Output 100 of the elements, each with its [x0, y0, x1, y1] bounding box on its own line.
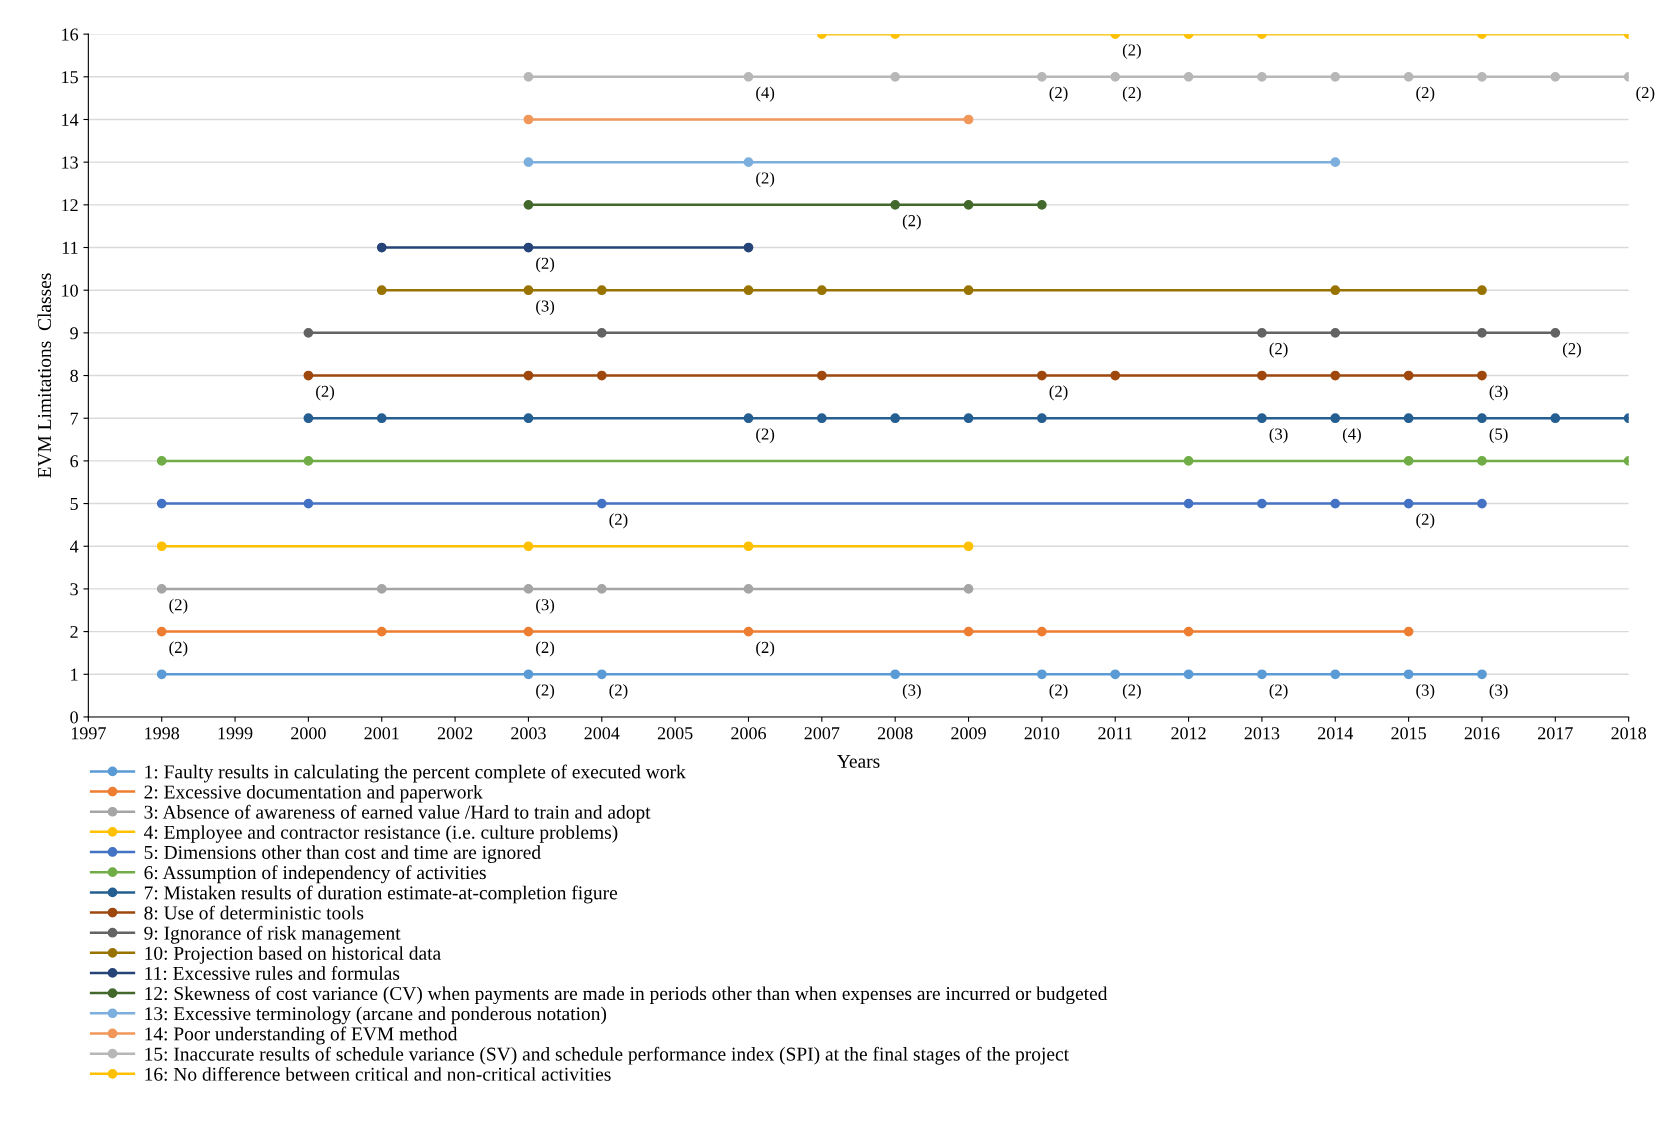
point	[1330, 669, 1341, 680]
point	[1550, 328, 1561, 338]
point	[303, 328, 314, 338]
x-tick-label: 1997	[71, 727, 106, 740]
legend-label: 11: Excessive rules and formulas	[145, 966, 400, 981]
x-tick-label: 2009	[951, 727, 986, 740]
point	[1330, 157, 1341, 168]
point	[1037, 626, 1047, 637]
point	[1257, 669, 1267, 680]
point	[1477, 370, 1487, 381]
annotation: (2)	[756, 641, 775, 657]
x-tick-label: 2018	[1611, 727, 1647, 740]
annotation: (2)	[1269, 342, 1288, 358]
point	[743, 413, 754, 424]
annotation: (3)	[1489, 683, 1508, 700]
point	[1477, 328, 1487, 338]
legend-label: 13: Excessive terminology (arcane and ponderous notation)	[145, 1006, 607, 1025]
point	[743, 157, 754, 168]
point	[743, 541, 754, 552]
point	[963, 114, 974, 125]
point	[523, 199, 534, 210]
x-tick-label: 2008	[877, 727, 913, 740]
point	[376, 626, 387, 637]
legend-label: 4: Employee and contractor resistance (i.e. culture problems)	[144, 825, 618, 843]
y-tick-label: 12	[62, 199, 78, 212]
point	[523, 242, 534, 253]
x-tick-label: 2012	[1171, 727, 1206, 740]
legend-label: 6: Assumption of independency of activities	[144, 865, 486, 884]
annotation: (3)	[536, 299, 555, 316]
legend-label: 14: Poor understanding of EVM method	[145, 1026, 458, 1045]
y-tick-label: 1	[71, 668, 78, 681]
annotation: (2)	[1122, 43, 1141, 59]
annotation: (2)	[536, 683, 555, 700]
point	[1403, 498, 1414, 509]
legend-label: 16: No difference between critical and non-critical activities	[145, 1066, 611, 1081]
point	[1257, 71, 1267, 82]
annotation: (2)	[1049, 683, 1068, 700]
legend-label: 3: Absence of awareness of earned value /Hard to train and adopt	[144, 804, 651, 823]
annotation: (4)	[1342, 427, 1361, 444]
annotation: (2)	[536, 257, 555, 273]
point	[303, 413, 314, 424]
y-tick-label: 14	[62, 113, 79, 126]
x-tick-label: 2000	[291, 727, 326, 740]
point	[1330, 328, 1341, 338]
point	[890, 413, 901, 424]
y-axis-title: EVM Limitations Classes	[37, 273, 52, 478]
point	[1477, 71, 1487, 82]
point	[1403, 669, 1414, 680]
point	[523, 669, 534, 680]
point	[156, 541, 167, 552]
point	[596, 584, 607, 594]
annotation: (2)	[1049, 86, 1068, 102]
x-tick-label: 1999	[218, 727, 253, 740]
annotation: (2)	[756, 171, 775, 187]
y-tick-label: 2	[70, 625, 78, 638]
point	[376, 413, 387, 424]
x-tick-label: 2004	[584, 727, 620, 740]
annotation: (3)	[1416, 683, 1435, 700]
point	[1257, 413, 1267, 424]
point	[1257, 498, 1267, 509]
point	[596, 285, 607, 296]
point	[1330, 71, 1341, 82]
x-tick-label: 2015	[1391, 727, 1426, 740]
point	[1110, 669, 1121, 680]
annotation: (2)	[1416, 513, 1435, 529]
point	[1403, 71, 1414, 82]
point	[523, 71, 534, 82]
point	[890, 199, 901, 210]
point	[596, 498, 607, 509]
point	[1110, 71, 1121, 82]
point	[1330, 285, 1341, 296]
point	[1477, 498, 1487, 509]
x-tick-label: 2003	[511, 727, 546, 740]
point	[303, 456, 314, 466]
point	[1403, 413, 1414, 424]
annotation: (2)	[536, 641, 555, 657]
point	[523, 541, 534, 552]
point	[1477, 669, 1487, 680]
y-tick-label: 10	[62, 284, 78, 297]
point	[596, 370, 607, 381]
annotation: (2)	[316, 385, 335, 401]
point	[1550, 71, 1561, 82]
point	[1330, 498, 1341, 509]
point	[1037, 71, 1047, 82]
annotation: (2)	[609, 683, 628, 700]
point	[156, 669, 167, 680]
annotation: (2)	[169, 598, 188, 614]
point	[816, 285, 827, 296]
point	[1037, 669, 1047, 680]
point	[963, 413, 974, 424]
point	[1257, 328, 1267, 338]
point	[523, 114, 534, 125]
x-tick-label: 1998	[145, 727, 180, 740]
y-tick-label: 7	[70, 412, 79, 425]
point	[743, 584, 754, 594]
legend-label: 12: Skewness of cost variance (CV) when payments are made in periods other than when expenses are incurred or budgeted	[145, 986, 1108, 1005]
point	[156, 498, 167, 509]
y-tick-label: 11	[62, 241, 78, 254]
point	[963, 541, 974, 552]
x-tick-label: 2014	[1318, 727, 1354, 740]
